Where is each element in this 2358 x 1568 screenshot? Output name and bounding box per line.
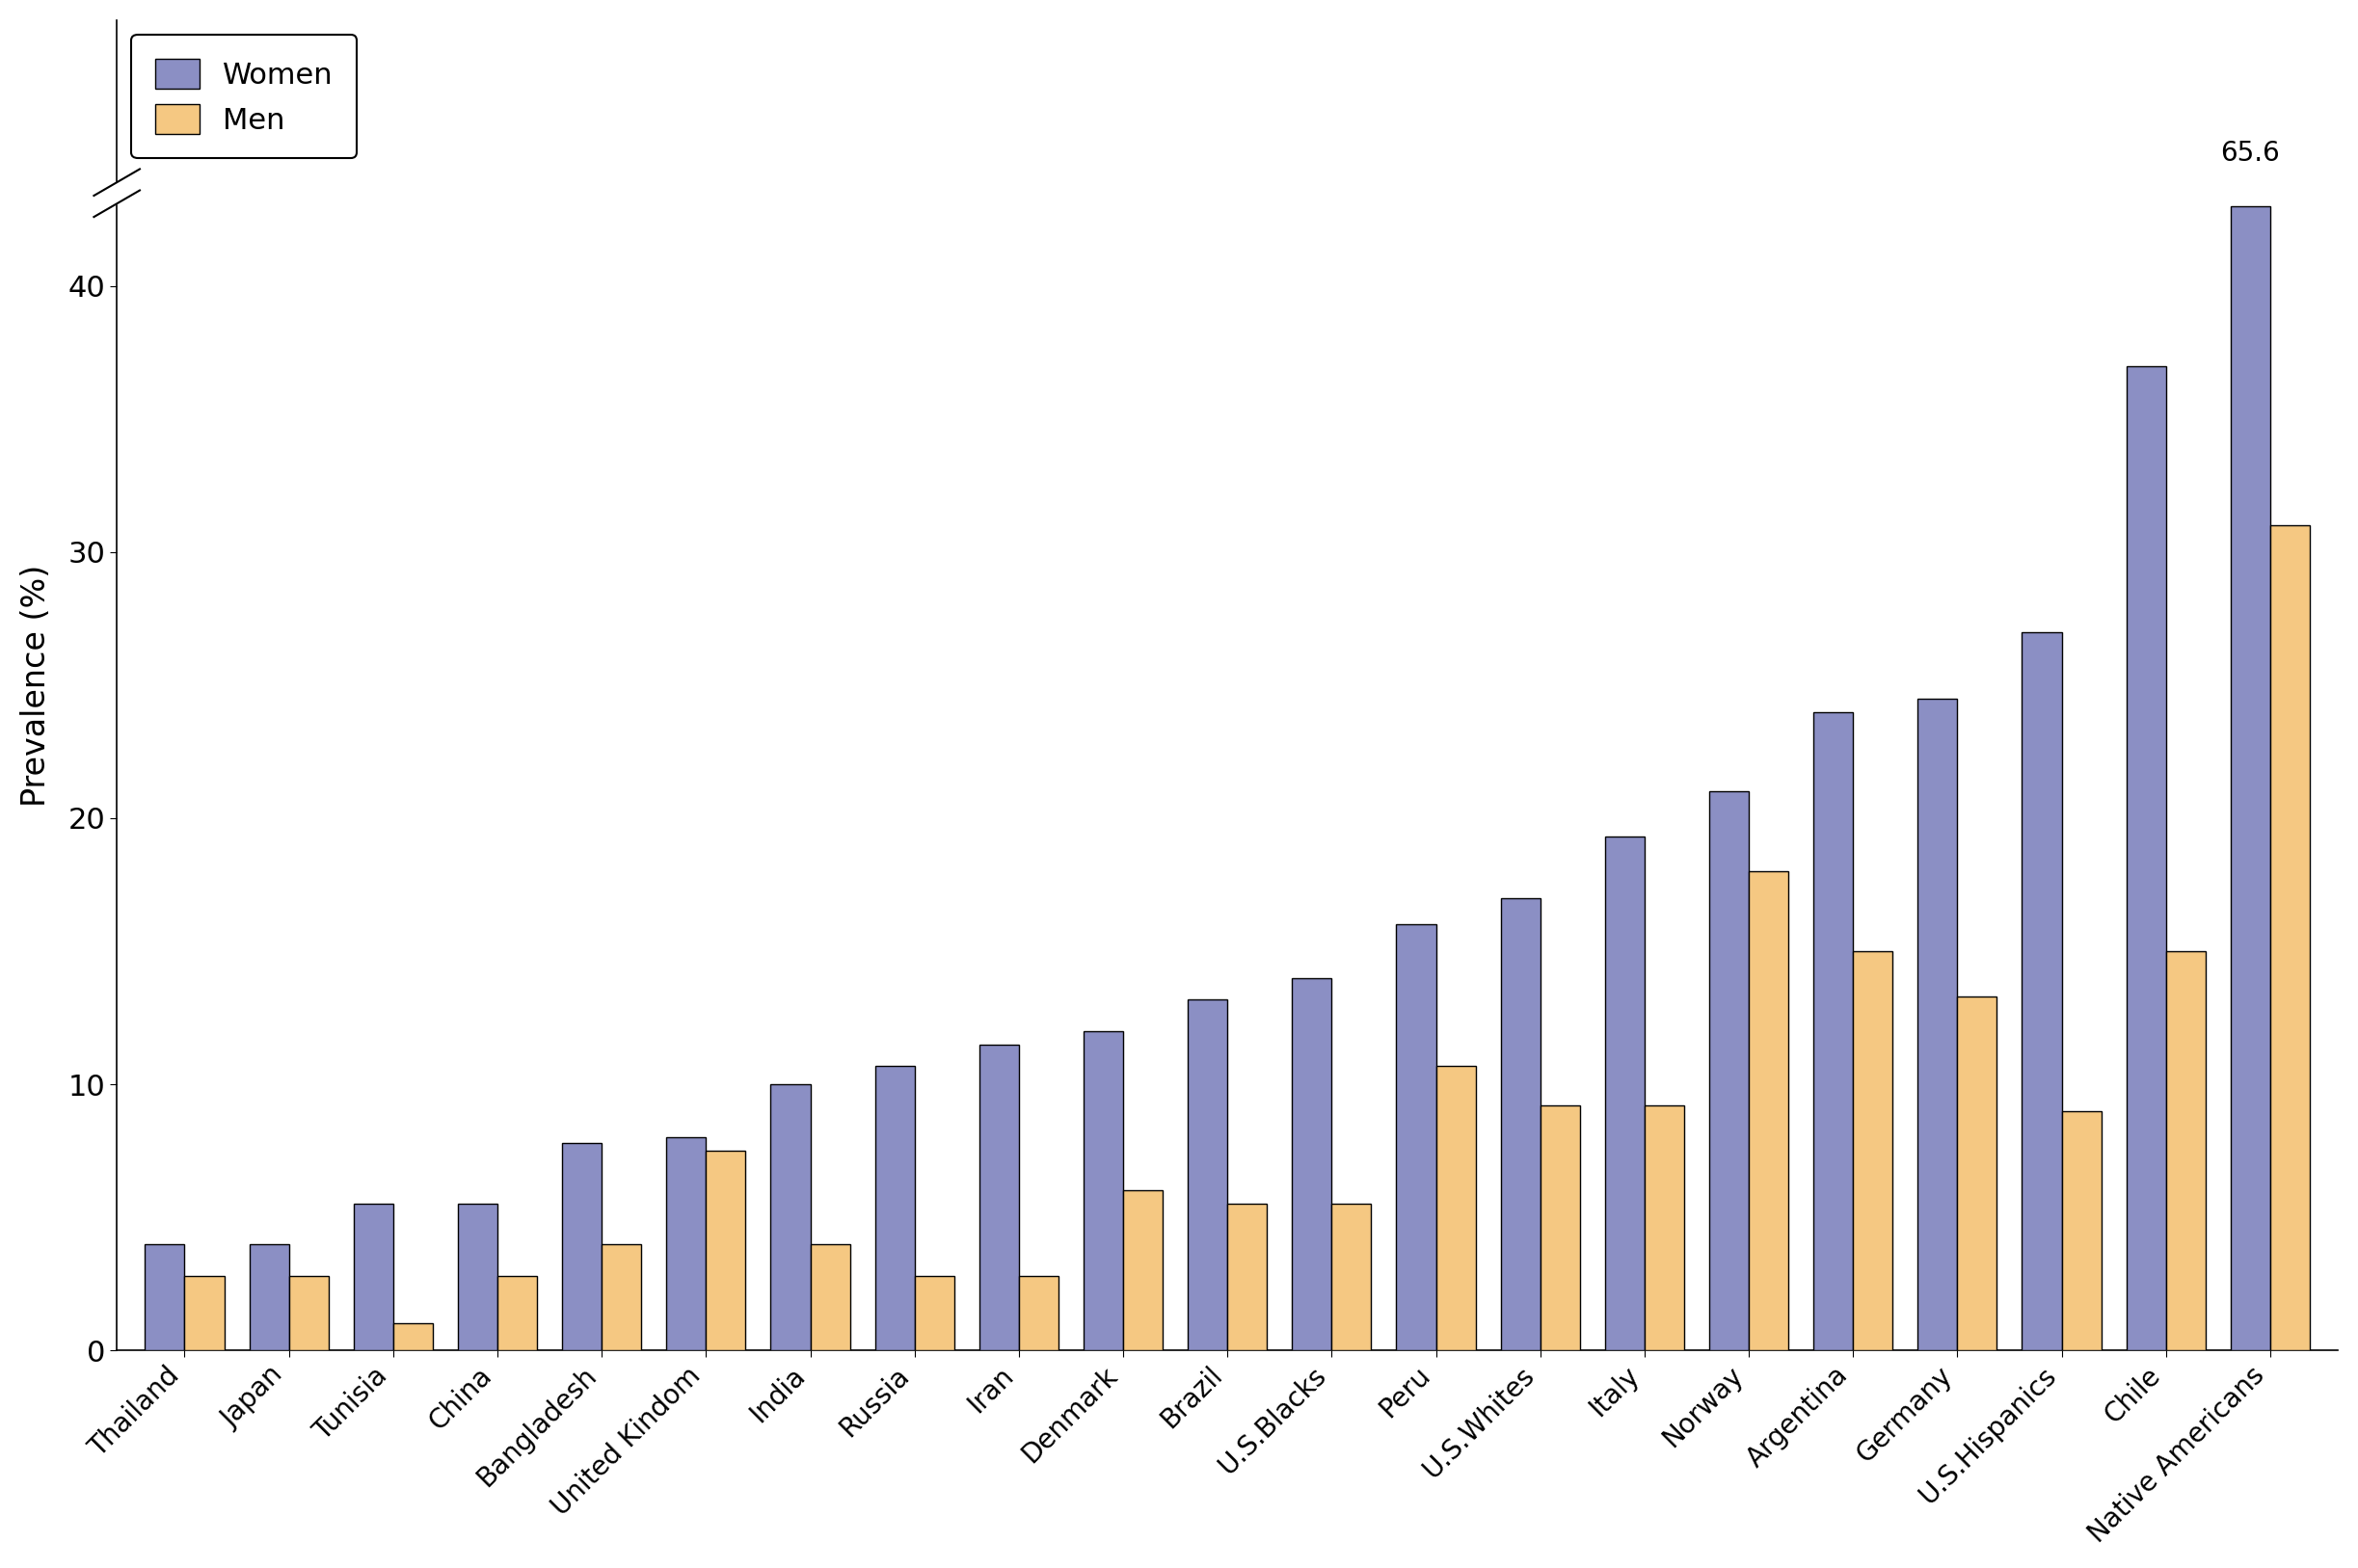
Bar xyxy=(1606,837,1644,1350)
Bar xyxy=(2231,207,2271,1350)
Bar xyxy=(771,1083,811,1350)
Bar xyxy=(667,1137,705,1350)
Bar xyxy=(2271,525,2311,1350)
Bar xyxy=(2127,365,2167,1350)
Y-axis label: Prevalence (%): Prevalence (%) xyxy=(21,564,52,806)
Bar xyxy=(705,1151,745,1350)
Bar xyxy=(2061,1110,2101,1350)
Bar xyxy=(2021,632,2061,1350)
Bar xyxy=(1019,1276,1059,1350)
Bar xyxy=(394,1323,434,1350)
Bar xyxy=(1332,1204,1372,1350)
Bar xyxy=(1917,698,1957,1350)
Bar xyxy=(1644,1105,1684,1350)
Bar xyxy=(1750,872,1787,1350)
Bar xyxy=(915,1276,955,1350)
Bar xyxy=(90,182,144,204)
Bar xyxy=(561,1143,601,1350)
Bar xyxy=(875,1066,915,1350)
Bar xyxy=(1710,792,1750,1350)
Bar xyxy=(1853,952,1893,1350)
Bar xyxy=(144,1243,184,1350)
Bar xyxy=(1396,925,1436,1350)
Bar xyxy=(457,1204,498,1350)
Bar xyxy=(184,1276,224,1350)
Bar xyxy=(601,1243,641,1350)
Bar xyxy=(290,1276,328,1350)
Bar xyxy=(1540,1105,1580,1350)
Bar xyxy=(498,1276,538,1350)
Bar xyxy=(979,1044,1019,1350)
Bar xyxy=(1436,1066,1476,1350)
Bar xyxy=(1292,978,1332,1350)
Bar xyxy=(1122,1190,1162,1350)
Bar xyxy=(250,1243,290,1350)
Text: 65.6: 65.6 xyxy=(2221,140,2280,166)
Bar xyxy=(811,1243,849,1350)
Bar xyxy=(354,1204,394,1350)
Legend: Women, Men: Women, Men xyxy=(132,34,356,158)
Bar xyxy=(1813,712,1853,1350)
Bar xyxy=(1229,1204,1266,1350)
Bar xyxy=(1082,1032,1122,1350)
Bar xyxy=(1500,898,1540,1350)
Bar xyxy=(1957,996,1997,1350)
Bar xyxy=(2167,952,2205,1350)
Bar xyxy=(1188,999,1229,1350)
